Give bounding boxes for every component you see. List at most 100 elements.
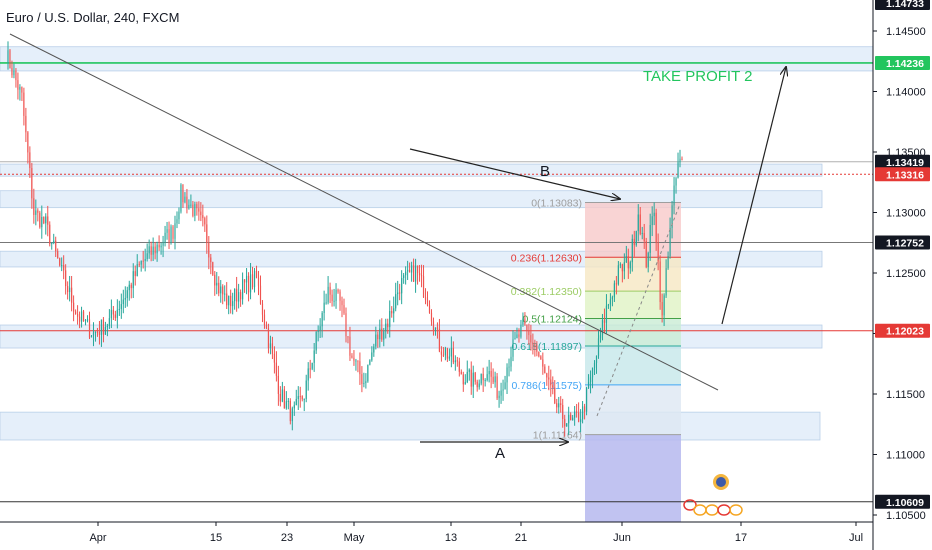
candle	[538, 351, 540, 358]
fib-label-0.5: 0.5(1.12124)	[522, 313, 582, 325]
candle	[160, 242, 162, 255]
candle	[671, 200, 673, 239]
time-axis[interactable]: Apr 15 23 May 13 21 Jun 17 Jul	[0, 521, 873, 544]
zone-rect	[0, 46, 889, 72]
candle	[206, 215, 208, 254]
candle	[220, 280, 222, 303]
candle	[192, 200, 194, 218]
candle	[613, 280, 615, 302]
candle	[144, 248, 146, 272]
candle	[603, 308, 606, 333]
candle	[482, 367, 484, 392]
drawings-layer: TAKE PROFIT 2 B A	[9, 33, 786, 462]
candle	[478, 379, 480, 390]
candle	[609, 293, 612, 312]
candle	[568, 406, 570, 436]
candle	[311, 362, 313, 371]
candle	[357, 360, 359, 373]
price-tick-label: 1.12500	[886, 268, 926, 280]
candle	[69, 275, 71, 302]
candle	[198, 201, 200, 221]
candle	[587, 374, 590, 389]
candle	[291, 406, 293, 431]
candle	[581, 401, 584, 424]
candle	[631, 234, 633, 272]
candle	[216, 271, 218, 295]
candle	[102, 317, 105, 343]
candle	[355, 358, 357, 371]
candle	[271, 336, 274, 360]
fib-label-0.382: 0.382(1.12350)	[511, 286, 582, 298]
candle	[243, 279, 246, 293]
candle	[136, 254, 138, 277]
candle	[617, 261, 619, 286]
candle	[462, 371, 464, 392]
candle	[426, 291, 429, 307]
candle	[391, 306, 393, 318]
zone-rect	[0, 411, 821, 441]
price-tag: 1.12752	[875, 235, 930, 250]
candle	[293, 401, 295, 416]
arrow-take-profit	[721, 67, 786, 325]
candle	[279, 386, 281, 407]
candle	[367, 364, 369, 383]
candle	[528, 323, 530, 345]
candle	[460, 369, 462, 375]
candle	[98, 321, 101, 345]
candle	[428, 300, 431, 314]
price-tick-label: 1.14500	[886, 26, 926, 38]
candle	[84, 319, 87, 326]
candle	[522, 312, 524, 327]
candle	[472, 365, 474, 398]
zone-rect	[0, 163, 823, 177]
candle	[110, 299, 112, 329]
candle	[76, 305, 79, 325]
candle	[240, 289, 242, 307]
candle	[474, 371, 476, 385]
candle	[440, 346, 443, 362]
candle	[341, 296, 343, 318]
candle	[653, 202, 655, 226]
candle	[112, 306, 114, 321]
candle	[78, 311, 81, 329]
candle	[399, 283, 401, 301]
candle	[434, 327, 437, 336]
candle	[106, 323, 108, 337]
candle	[253, 268, 256, 293]
candle	[411, 261, 413, 282]
candle	[130, 282, 132, 299]
candle	[655, 208, 657, 251]
candle	[295, 389, 297, 406]
candle	[323, 290, 325, 321]
price-axis[interactable]: 1.145001.140001.135001.130001.125001.120…	[872, 0, 932, 550]
candle	[88, 311, 91, 340]
candle	[673, 177, 675, 215]
price-tag: 1.10609	[875, 494, 930, 509]
candle	[562, 398, 564, 428]
candle	[257, 270, 260, 296]
candle	[61, 257, 63, 272]
candle	[132, 263, 134, 299]
candle	[170, 224, 172, 245]
candle	[576, 403, 578, 418]
candle	[162, 235, 164, 258]
candle	[379, 319, 381, 348]
candle	[212, 261, 214, 277]
candle	[200, 202, 202, 222]
candle	[500, 382, 502, 404]
candle	[196, 201, 198, 216]
candle	[59, 257, 61, 267]
candle	[470, 361, 472, 395]
candle	[494, 371, 496, 388]
candle	[667, 251, 669, 270]
candle	[15, 68, 17, 88]
candle	[120, 293, 122, 319]
candle	[321, 311, 323, 338]
price-tick-label: 1.11000	[886, 450, 925, 462]
candle	[623, 253, 625, 280]
candle	[454, 355, 456, 371]
candle	[339, 289, 341, 311]
price-axis-background	[873, 0, 932, 550]
candle	[80, 306, 83, 328]
